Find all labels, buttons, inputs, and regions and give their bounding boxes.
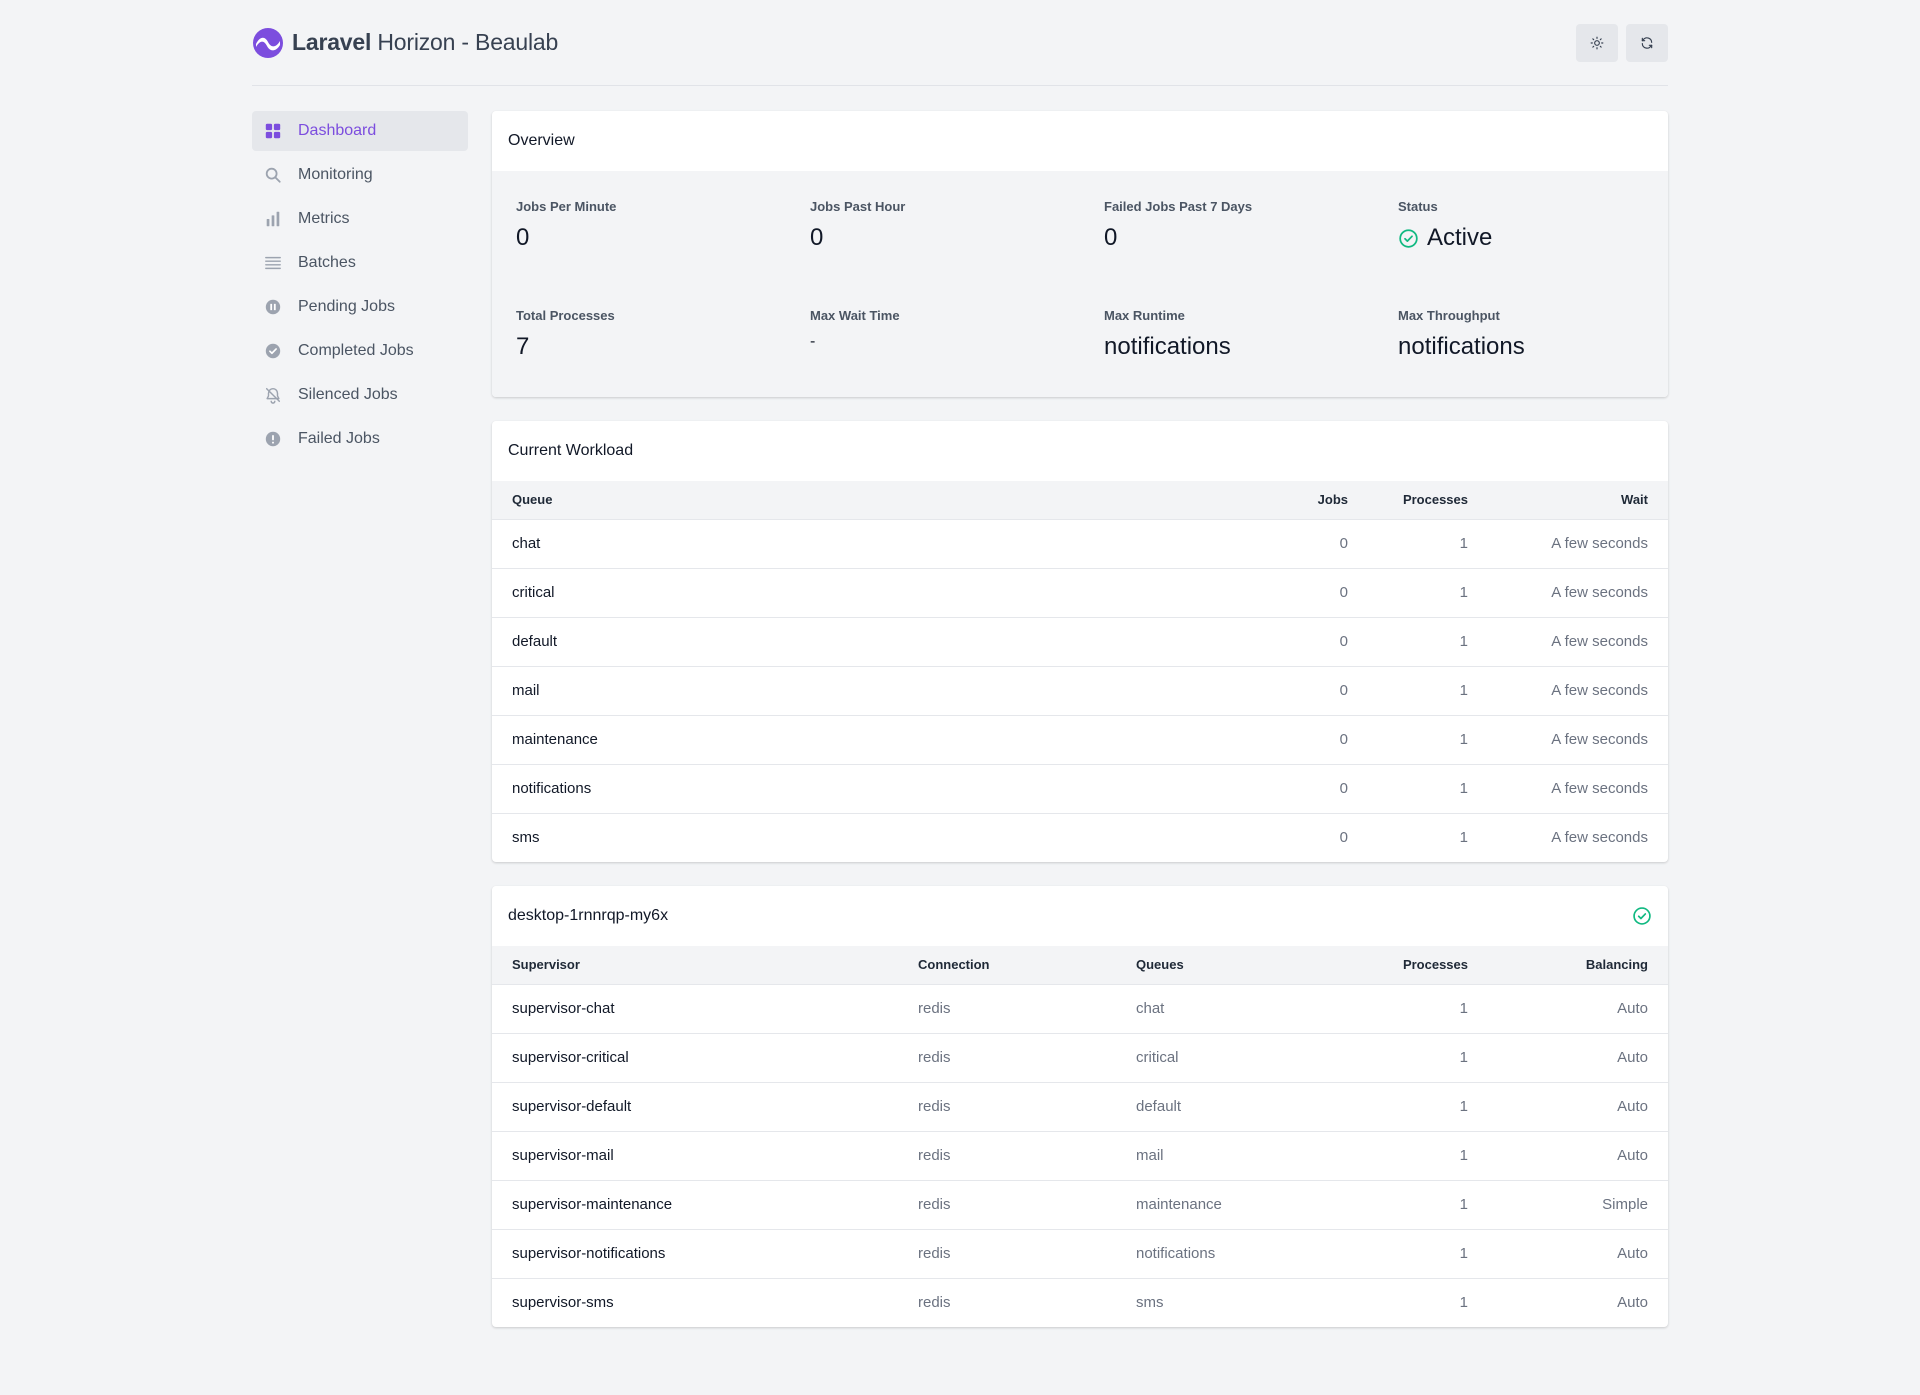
sidebar-item-monitoring[interactable]: Monitoring — [252, 155, 468, 195]
overview-stats: Jobs Per Minute 0 Jobs Past Hour 0 Faile… — [492, 171, 1668, 397]
sidebar-item-label: Completed Jobs — [298, 342, 414, 359]
stat-total-processes: Total Processes 7 — [516, 308, 615, 360]
stat-jobs-per-minute: Jobs Per Minute 0 — [516, 199, 617, 251]
stat-max-throughput: Max Throughput notifications — [1398, 308, 1525, 360]
sidebar-item-dashboard[interactable]: Dashboard — [252, 111, 468, 151]
search-icon — [265, 167, 281, 183]
sidebar-item-label: Silenced Jobs — [298, 386, 398, 403]
table-row: notifications 0 1 A few seconds — [492, 763, 1668, 813]
workload-title: Current Workload — [508, 442, 634, 459]
table-row: default 0 1 A few seconds — [492, 616, 1668, 666]
sidebar-item-label: Batches — [298, 254, 356, 271]
theme-toggle-button[interactable] — [1576, 23, 1618, 62]
table-row: supervisor-notifications redis notificat… — [492, 1228, 1668, 1278]
refresh-button[interactable] — [1626, 23, 1668, 62]
sidebar-item-pending-jobs[interactable]: Pending Jobs — [252, 287, 468, 327]
column-header-queues: Queues — [1136, 957, 1184, 973]
column-header-processes: Processes — [1402, 492, 1468, 508]
sidebar-item-label: Monitoring — [298, 166, 373, 183]
table-row: supervisor-default redis default 1 Auto — [492, 1081, 1668, 1131]
table-header-row: Supervisor Connection Queues Processes B… — [492, 946, 1668, 984]
stat-max-wait-time: Max Wait Time - — [810, 308, 900, 350]
list-icon — [265, 256, 281, 270]
sidebar-item-label: Dashboard — [298, 122, 377, 139]
bar-chart-icon — [266, 211, 280, 227]
supervisor-table: Supervisor Connection Queues Processes B… — [492, 946, 1668, 1327]
app-header: Laravel Horizon - Beaulab — [252, 0, 1668, 86]
stat-max-runtime: Max Runtime notifications — [1104, 308, 1231, 360]
table-row: supervisor-critical redis critical 1 Aut… — [492, 1032, 1668, 1082]
brand[interactable]: Laravel Horizon - Beaulab — [252, 27, 558, 59]
overview-title: Overview — [508, 132, 575, 149]
sidebar-item-silenced-jobs[interactable]: Silenced Jobs — [252, 375, 468, 415]
status-value: Active — [1427, 224, 1493, 251]
table-row: mail 0 1 A few seconds — [492, 665, 1668, 715]
dashboard-icon — [265, 123, 281, 139]
table-row: supervisor-sms redis sms 1 Auto — [492, 1277, 1668, 1327]
horizon-logo-icon — [253, 27, 283, 58]
bell-slash-icon — [265, 387, 281, 404]
exclamation-circle-icon — [265, 431, 281, 447]
sidebar-item-completed-jobs[interactable]: Completed Jobs — [252, 331, 468, 371]
table-row: supervisor-mail redis mail 1 Auto — [492, 1130, 1668, 1180]
table-row: maintenance 0 1 A few seconds — [492, 714, 1668, 764]
machine-name: desktop-1rnnrqp-my6x — [508, 907, 669, 924]
column-header-balancing: Balancing — [1585, 957, 1648, 973]
table-row: critical 0 1 A few seconds — [492, 567, 1668, 617]
column-header-queue: Queue — [512, 492, 553, 508]
overview-header: Overview — [492, 111, 1668, 171]
stat-failed-jobs: Failed Jobs Past 7 Days 0 — [1104, 199, 1253, 251]
sun-icon — [1590, 36, 1604, 49]
table-row: supervisor-maintenance redis maintenance… — [492, 1179, 1668, 1229]
column-header-supervisor: Supervisor — [512, 957, 580, 973]
check-circle-icon — [1399, 228, 1418, 248]
pause-circle-icon — [265, 299, 281, 315]
stat-jobs-past-hour: Jobs Past Hour 0 — [810, 199, 906, 251]
check-circle-icon — [265, 343, 281, 359]
workload-table: Queue Jobs Processes Wait chat 0 1 A few… — [492, 481, 1668, 862]
table-header-row: Queue Jobs Processes Wait — [492, 481, 1668, 519]
workload-header: Current Workload — [492, 421, 1668, 481]
workload-card: Current Workload Queue Jobs Processes Wa… — [492, 421, 1668, 862]
stat-status: Status Active — [1398, 199, 1493, 251]
supervisor-header: desktop-1rnnrqp-my6x — [492, 886, 1668, 946]
table-row: supervisor-chat redis chat 1 Auto — [492, 983, 1668, 1033]
app-title: Laravel Horizon - Beaulab — [292, 29, 559, 55]
sidebar-item-label: Pending Jobs — [298, 298, 395, 315]
column-header-processes: Processes — [1402, 957, 1468, 973]
table-row: sms 0 1 A few seconds — [492, 812, 1668, 862]
sidebar-item-label: Failed Jobs — [298, 430, 380, 447]
sidebar-item-label: Metrics — [298, 210, 350, 227]
table-row: chat 0 1 A few seconds — [492, 518, 1668, 568]
column-header-connection: Connection — [918, 957, 990, 973]
column-header-wait: Wait — [1621, 492, 1648, 508]
sidebar-nav: Dashboard Monitoring Metrics Batches Pen… — [252, 111, 468, 463]
sidebar-item-failed-jobs[interactable]: Failed Jobs — [252, 419, 468, 459]
supervisor-card: desktop-1rnnrqp-my6x Supervisor Connecti… — [492, 886, 1668, 1327]
sidebar-item-metrics[interactable]: Metrics — [252, 199, 468, 239]
sidebar-item-batches[interactable]: Batches — [252, 243, 468, 283]
column-header-jobs: Jobs — [1317, 492, 1348, 508]
check-circle-icon — [1633, 907, 1651, 925]
refresh-icon — [1641, 36, 1653, 49]
overview-card: Overview Jobs Per Minute 0 Jobs Past Hou… — [492, 111, 1668, 397]
